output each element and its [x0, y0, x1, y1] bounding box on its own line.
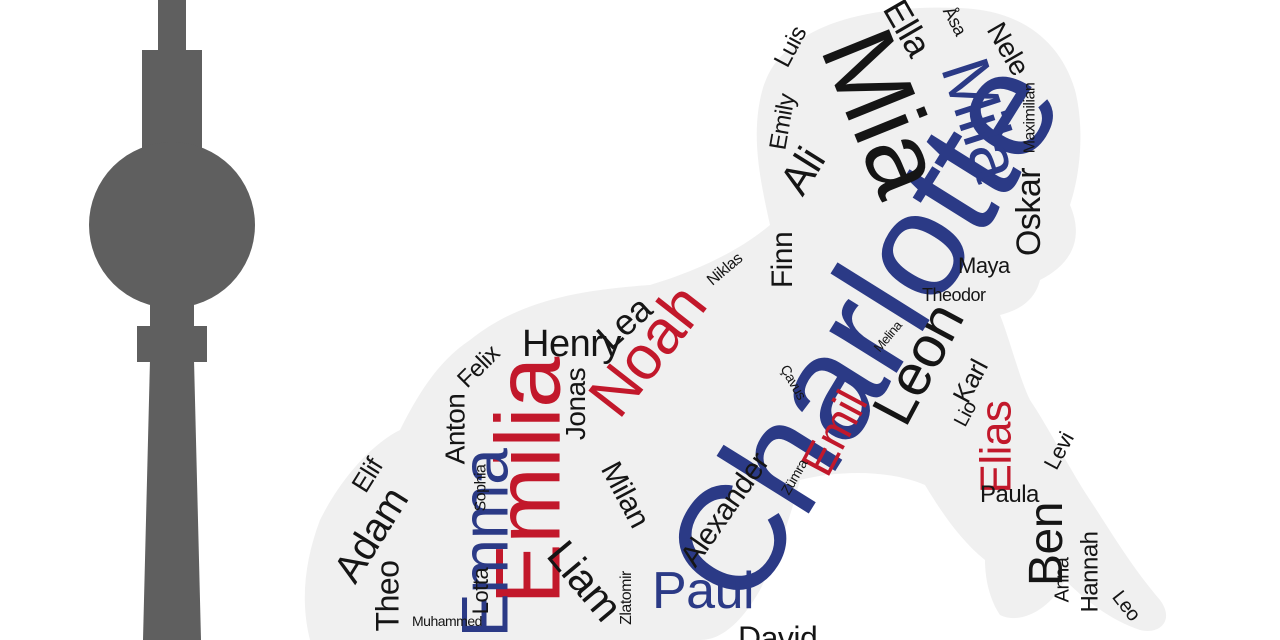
- word-david: David: [738, 620, 818, 640]
- word-finn: Finn: [766, 231, 800, 289]
- word-elias: Elias: [971, 400, 1021, 494]
- word-muhammed: Muhammed: [412, 613, 482, 629]
- word-paula: Paula: [980, 481, 1039, 508]
- word-hannah: Hannah: [1076, 531, 1104, 613]
- word-sophia: Sophia: [472, 464, 490, 512]
- word-maya: Maya: [958, 253, 1010, 278]
- word-maximilian: Maximilian: [1021, 82, 1039, 154]
- word-paul: Paul: [652, 562, 755, 620]
- word-henry: Henry: [522, 323, 621, 365]
- word-lotta: Lotta: [468, 567, 494, 615]
- word-zlatomir: Zlatomir: [617, 571, 635, 625]
- word-jonas: Jonas: [560, 367, 592, 441]
- crawling-baby-silhouette: [304, 7, 1167, 640]
- word-anna: Anna: [1051, 557, 1074, 603]
- word-theodor: Theodor: [922, 285, 986, 305]
- word-theo: Theo: [369, 560, 406, 632]
- word-oskar: Oskar: [1010, 167, 1049, 257]
- tv-tower-icon: [89, 0, 255, 640]
